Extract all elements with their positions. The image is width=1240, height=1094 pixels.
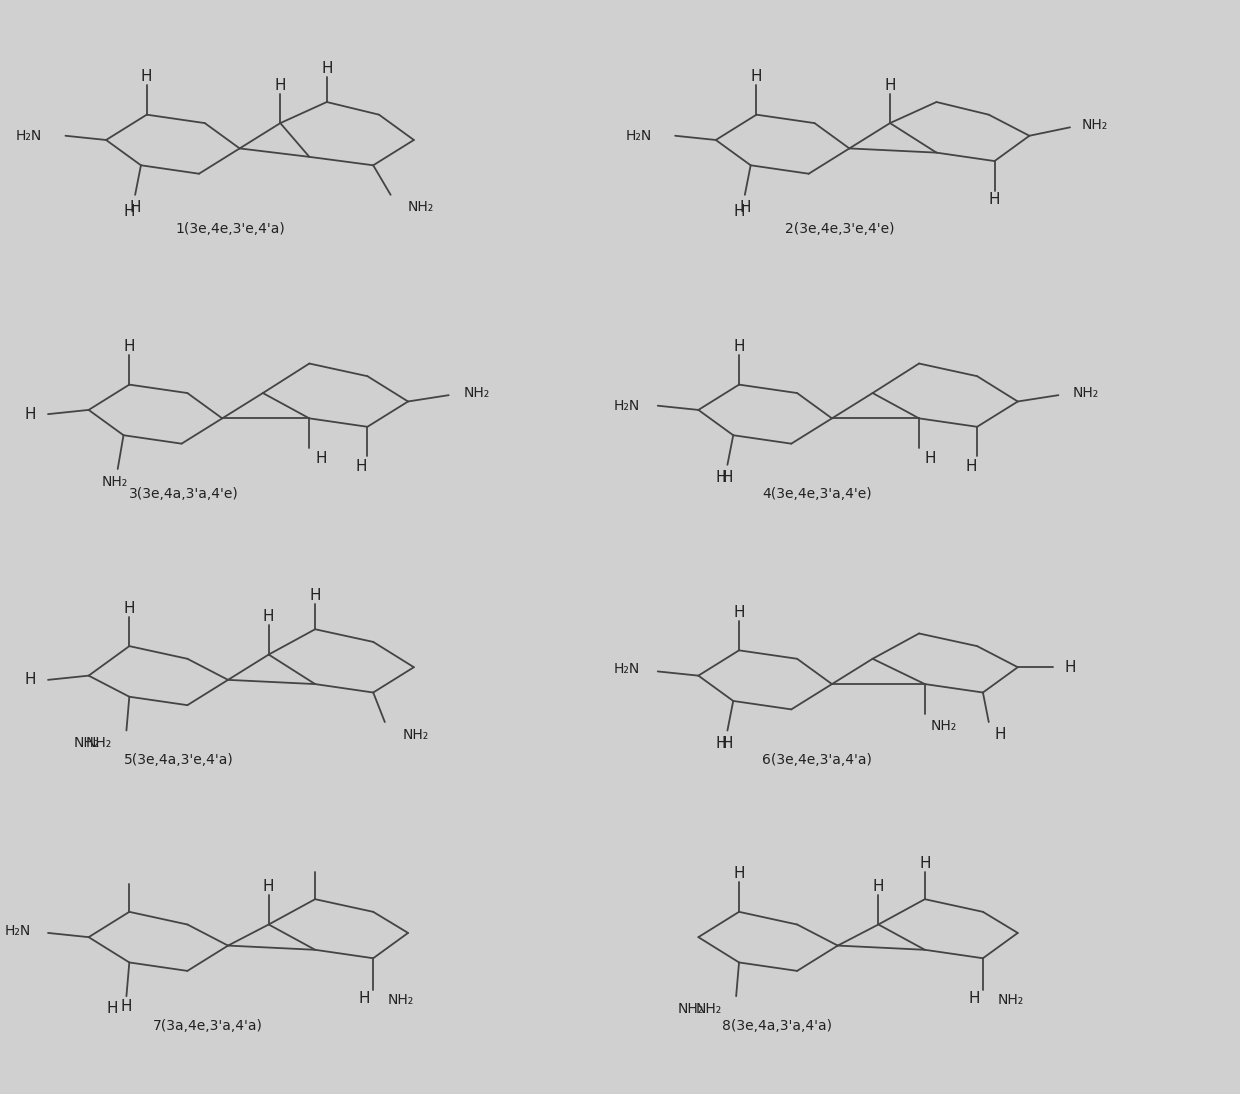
Text: H: H — [356, 459, 367, 475]
Text: H: H — [733, 866, 745, 882]
Text: H: H — [124, 601, 135, 616]
Text: H₂N: H₂N — [626, 129, 652, 142]
Text: 8(3e,4a,3'a,4'a): 8(3e,4a,3'a,4'a) — [722, 1019, 832, 1033]
Text: H: H — [107, 1001, 118, 1016]
Text: 7(3a,4e,3'a,4'a): 7(3a,4e,3'a,4'a) — [153, 1019, 263, 1033]
Text: H: H — [722, 735, 733, 750]
Text: H: H — [263, 609, 274, 624]
Text: 1(3e,4e,3'e,4'a): 1(3e,4e,3'e,4'a) — [176, 222, 285, 235]
Text: H: H — [884, 78, 895, 93]
Text: H: H — [358, 991, 371, 1005]
Text: H: H — [124, 339, 135, 354]
Text: NH₂: NH₂ — [74, 736, 100, 750]
Text: NH₂: NH₂ — [997, 993, 1024, 1008]
Text: H₂N: H₂N — [614, 662, 640, 676]
Text: H: H — [733, 605, 745, 620]
Text: 6(3e,4e,3'a,4'a): 6(3e,4e,3'a,4'a) — [763, 753, 872, 767]
Text: NH₂: NH₂ — [102, 475, 128, 489]
Text: H: H — [988, 191, 1001, 207]
Text: NH₂: NH₂ — [464, 386, 490, 400]
Text: H: H — [722, 470, 733, 485]
Text: H: H — [25, 673, 36, 687]
Text: H: H — [315, 451, 326, 466]
Text: 2(3e,4e,3'e,4'e): 2(3e,4e,3'e,4'e) — [785, 222, 895, 235]
Text: H: H — [715, 470, 728, 485]
Text: H: H — [925, 451, 936, 466]
Text: H: H — [25, 407, 36, 421]
Text: H: H — [733, 205, 745, 219]
Text: H₂N: H₂N — [614, 398, 640, 412]
Text: NH₂: NH₂ — [931, 719, 957, 733]
Text: H: H — [274, 78, 286, 93]
Text: H: H — [968, 991, 980, 1005]
Text: H₂N: H₂N — [16, 129, 42, 142]
Text: H: H — [750, 69, 763, 84]
Text: H: H — [994, 728, 1006, 742]
Text: H₂N: H₂N — [5, 923, 31, 938]
Text: H: H — [263, 880, 274, 894]
Text: H: H — [919, 856, 930, 871]
Text: NH₂: NH₂ — [408, 200, 434, 214]
Text: 3(3e,4a,3'a,4'e): 3(3e,4a,3'a,4'e) — [129, 487, 239, 501]
Text: H: H — [739, 200, 750, 214]
Text: NH₂: NH₂ — [402, 728, 429, 742]
Text: NH₂: NH₂ — [1073, 386, 1099, 400]
Text: 4(3e,4e,3'a,4'e): 4(3e,4e,3'a,4'e) — [763, 487, 872, 501]
Text: H: H — [310, 587, 321, 603]
Text: H: H — [124, 205, 135, 219]
Text: H: H — [715, 735, 728, 750]
Text: H: H — [129, 200, 141, 214]
Text: H: H — [141, 69, 153, 84]
Text: H: H — [1064, 660, 1076, 675]
Text: NH₂: NH₂ — [678, 1002, 704, 1016]
Text: NH₂: NH₂ — [388, 993, 414, 1008]
Text: H: H — [873, 880, 884, 894]
Text: NH₂: NH₂ — [696, 1002, 722, 1016]
Text: NH₂: NH₂ — [86, 736, 112, 750]
Text: NH₂: NH₂ — [1081, 118, 1107, 132]
Text: H: H — [966, 459, 977, 475]
Text: H: H — [733, 339, 745, 354]
Text: 5(3e,4a,3'e,4'a): 5(3e,4a,3'e,4'a) — [124, 753, 233, 767]
Text: H: H — [120, 999, 133, 1014]
Text: H: H — [321, 61, 332, 75]
